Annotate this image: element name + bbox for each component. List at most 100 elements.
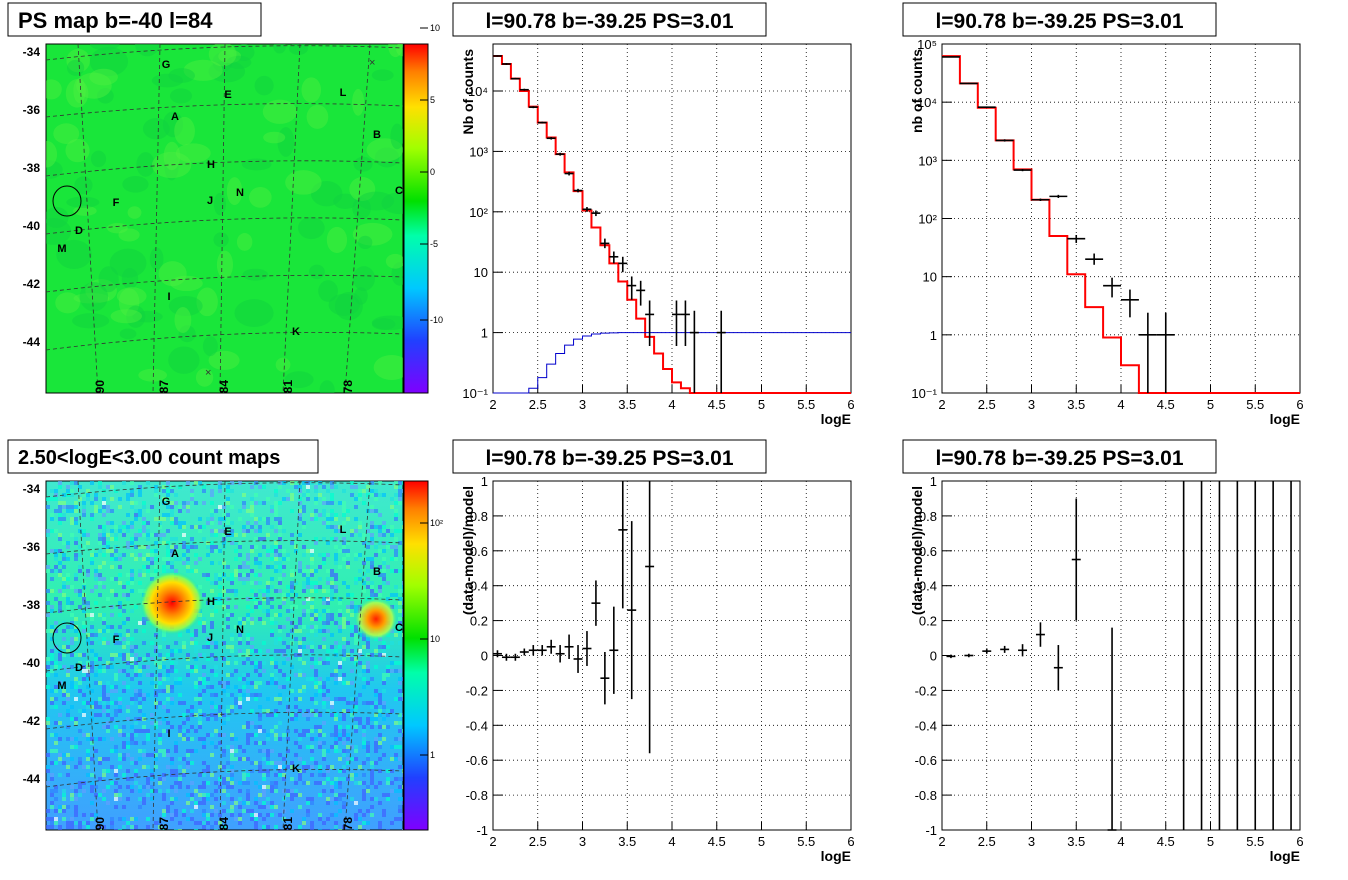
count-map-pixel bbox=[310, 569, 314, 573]
ps-map-texture-blob bbox=[74, 176, 93, 195]
count-map-pixel bbox=[134, 817, 138, 821]
count-map-pixel bbox=[338, 677, 342, 681]
count-map-pixel bbox=[142, 617, 146, 621]
count-map-pixel bbox=[402, 613, 403, 617]
count-map-pixel bbox=[350, 777, 354, 781]
count-map-pixel bbox=[134, 501, 138, 505]
count-map-pixel bbox=[342, 749, 346, 753]
count-map-pixel bbox=[350, 605, 354, 609]
count-map-pixel bbox=[90, 625, 94, 629]
count-map-pixel bbox=[178, 765, 182, 769]
count-map-pixel bbox=[362, 489, 366, 493]
count-map-pixel bbox=[250, 597, 254, 601]
count-map-pixel bbox=[206, 517, 210, 521]
count-map-pixel bbox=[70, 613, 74, 617]
count-map-pixel bbox=[318, 577, 322, 581]
count-map-pixel bbox=[398, 501, 402, 505]
ratio-plot-right-x-tick-label: 4 bbox=[1117, 834, 1124, 849]
count-map-source-label: M bbox=[57, 680, 66, 692]
count-map-pixel bbox=[298, 629, 302, 633]
count-map-pixel bbox=[138, 693, 142, 697]
count-map-pixel bbox=[118, 765, 122, 769]
count-map-pixel bbox=[290, 793, 294, 797]
count-map-pixel bbox=[278, 697, 282, 701]
count-map-pixel bbox=[226, 693, 230, 697]
count-map-pixel bbox=[122, 773, 126, 777]
count-map-pixel bbox=[358, 717, 362, 721]
ratio-plot-left-y-tick-label: 1 bbox=[481, 474, 488, 489]
count-map-pixel bbox=[174, 557, 178, 561]
count-map-pixel bbox=[214, 797, 218, 801]
count-map-pixel bbox=[354, 725, 358, 729]
count-map-pixel bbox=[238, 617, 242, 621]
count-map-pixel bbox=[170, 549, 174, 553]
count-map-pixel bbox=[54, 733, 58, 737]
count-map-pixel bbox=[402, 589, 403, 593]
count-map-pixel bbox=[398, 713, 402, 717]
count-map-pixel bbox=[154, 569, 158, 573]
count-map-pixel bbox=[258, 673, 262, 677]
count-map-pixel bbox=[170, 501, 174, 505]
count-map-pixel bbox=[350, 593, 354, 597]
count-map-pixel bbox=[130, 521, 134, 525]
ps-map-texture-blob bbox=[213, 192, 226, 216]
count-map-pixel bbox=[102, 737, 106, 741]
count-map-pixel bbox=[366, 701, 370, 705]
count-map-pixel bbox=[62, 753, 66, 757]
count-map-pixel bbox=[74, 517, 78, 521]
count-map-pixel bbox=[130, 489, 134, 493]
count-map-pixel bbox=[246, 697, 250, 701]
count-map-pixel bbox=[66, 737, 70, 741]
count-map-pixel bbox=[82, 513, 86, 517]
count-map-pixel bbox=[242, 673, 246, 677]
count-map-pixel bbox=[286, 705, 290, 709]
count-map-pixel bbox=[134, 557, 138, 561]
count-map-pixel bbox=[266, 533, 270, 537]
ps-map-texture-blob bbox=[183, 59, 223, 81]
count-map-pixel bbox=[338, 525, 342, 529]
count-map-pixel bbox=[358, 781, 362, 785]
count-map-pixel bbox=[270, 565, 274, 569]
count-map-pixel bbox=[278, 545, 282, 549]
count-map-pixel bbox=[70, 745, 74, 749]
count-map-pixel bbox=[246, 509, 250, 513]
count-map-pixel bbox=[286, 737, 290, 741]
count-map-pixel bbox=[230, 737, 234, 741]
count-map-pixel bbox=[94, 493, 98, 497]
count-map-pixel bbox=[66, 625, 70, 629]
count-map-pixel bbox=[162, 829, 166, 830]
count-map-pixel bbox=[186, 729, 190, 733]
ps-map-texture-blob bbox=[97, 88, 114, 104]
count-map-pixel bbox=[302, 761, 306, 765]
count-map-pixel bbox=[266, 521, 270, 525]
count-map-pixel bbox=[350, 481, 354, 485]
count-map-pixel bbox=[122, 481, 126, 485]
count-map-pixel bbox=[242, 725, 246, 729]
count-map-pixel bbox=[246, 529, 250, 533]
count-map-pixel bbox=[70, 681, 74, 685]
count-map-pixel bbox=[114, 557, 118, 561]
count-map-pixel bbox=[298, 793, 302, 797]
ratio-plot-right-y-tick-label: -0.4 bbox=[915, 718, 937, 733]
ps-map-texture-blob bbox=[218, 49, 242, 64]
count-map-pixel bbox=[134, 697, 138, 701]
count-map-pixel bbox=[238, 545, 242, 549]
count-map-pixel bbox=[98, 825, 102, 829]
count-map-pixel bbox=[110, 737, 114, 741]
count-map-pixel bbox=[146, 565, 150, 569]
count-map-pixel bbox=[350, 797, 354, 801]
count-map-pixel bbox=[374, 713, 378, 717]
count-map-pixel bbox=[118, 641, 122, 645]
count-map-pixel bbox=[262, 501, 266, 505]
count-map-title: 2.50<logE<3.00 count maps bbox=[18, 447, 280, 469]
count-map-pixel bbox=[210, 545, 214, 549]
count-map-pixel bbox=[186, 761, 190, 765]
count-map-pixel bbox=[274, 501, 278, 505]
count-map-pixel bbox=[390, 661, 394, 665]
count-map-pixel bbox=[162, 793, 166, 797]
count-map-pixel bbox=[146, 509, 150, 513]
count-map-pixel bbox=[318, 769, 322, 773]
count-map-pixel bbox=[398, 689, 402, 693]
count-map-pixel bbox=[266, 805, 270, 809]
count-map-pixel bbox=[166, 489, 170, 493]
